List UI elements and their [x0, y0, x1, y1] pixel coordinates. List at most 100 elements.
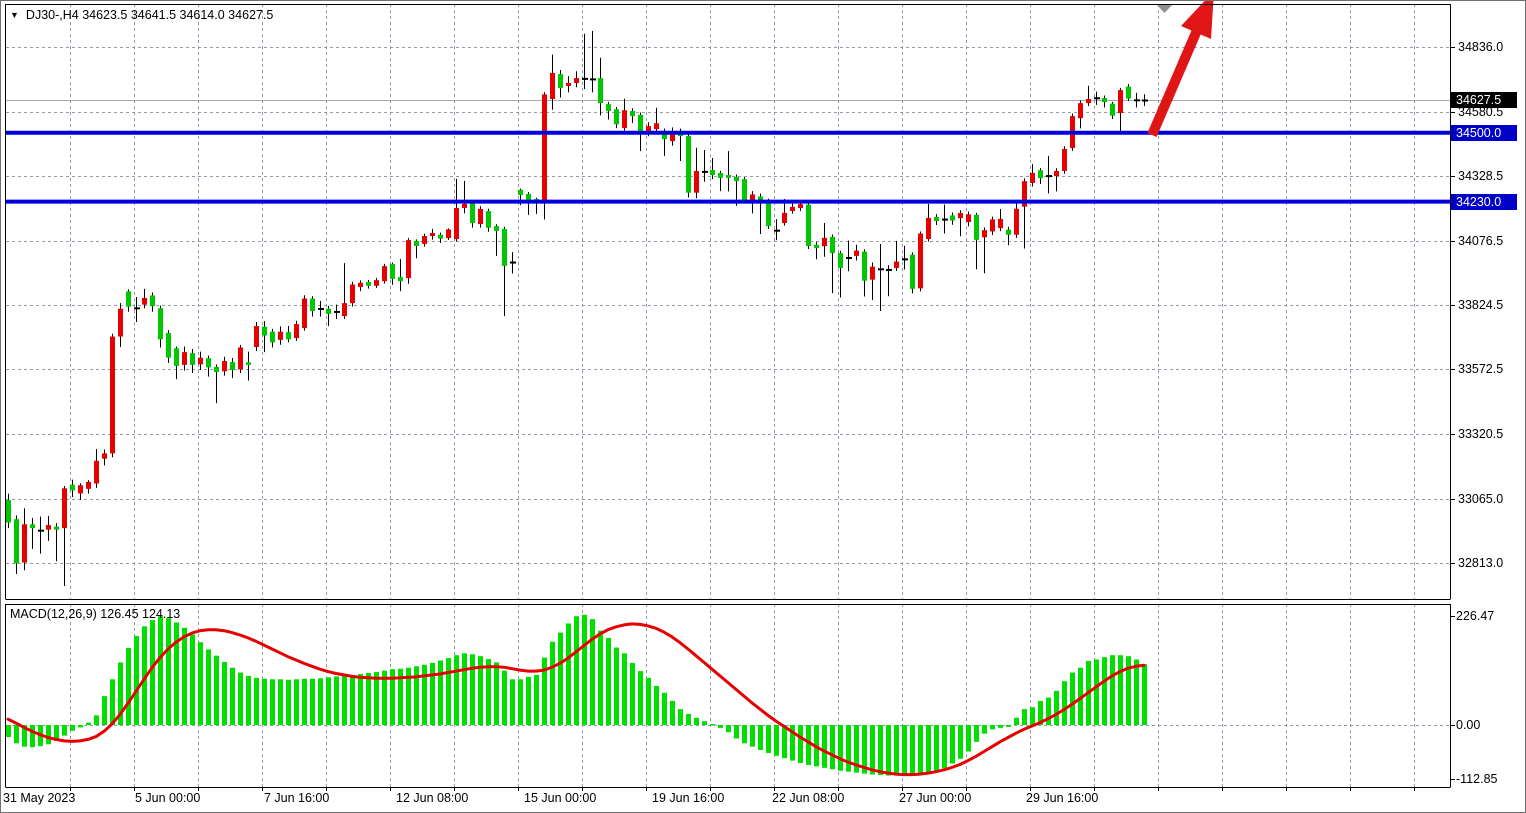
candle-bear — [310, 298, 315, 312]
candle-bear — [1110, 103, 1115, 116]
macd-histogram-bar — [710, 724, 715, 726]
candle-bear — [246, 362, 251, 365]
macd-histogram-bar — [118, 662, 123, 725]
candle-bear — [910, 254, 915, 289]
time-axis-label: 29 Jun 16:00 — [1026, 791, 1099, 805]
macd-histogram-bar — [62, 725, 67, 736]
macd-histogram-bar — [694, 717, 699, 725]
macd-histogram-bar — [934, 725, 939, 771]
macd-histogram-bar — [806, 725, 811, 765]
candle-bull — [798, 204, 803, 208]
macd-histogram-bar — [446, 658, 451, 725]
macd-histogram-bar — [1126, 656, 1131, 725]
candle-bear — [718, 173, 723, 178]
macd-histogram-bar — [286, 679, 291, 725]
candle-bear — [758, 196, 763, 201]
macd-histogram-bar — [1110, 655, 1115, 725]
macd-histogram-bar — [518, 679, 523, 725]
candle-bear — [126, 291, 131, 307]
candle-doji — [334, 310, 340, 313]
candle-bull — [78, 485, 83, 494]
candle-bull — [446, 229, 451, 239]
candle-bear — [1102, 98, 1107, 103]
candle-doji — [590, 78, 596, 81]
candle-doji — [774, 229, 780, 232]
macd-histogram-bar — [862, 725, 867, 774]
candle-bull — [454, 207, 459, 240]
candle-bull — [342, 303, 347, 317]
macd-histogram-bar — [726, 725, 731, 733]
macd-axis-label: 0.00 — [1456, 718, 1481, 732]
macd-histogram-bar — [1030, 707, 1035, 725]
candle-bull — [118, 308, 123, 337]
macd-histogram-bar — [294, 679, 299, 725]
macd-histogram-bar — [86, 722, 91, 725]
candle-bear — [862, 251, 867, 281]
hline-price-tag: 34500.0 — [1451, 125, 1517, 141]
macd-histogram-bar — [126, 647, 131, 725]
macd-histogram-bar — [1102, 657, 1107, 725]
macd-histogram-bar — [246, 675, 251, 725]
candle-bull — [302, 298, 307, 329]
macd-histogram-bar — [918, 725, 923, 774]
candle-bear — [630, 111, 635, 117]
candle-bear — [638, 114, 643, 132]
macd-histogram-bar — [718, 725, 723, 728]
candle-bear — [686, 136, 691, 193]
current-price-tag: 34627.5 — [1451, 92, 1517, 108]
macd-histogram-bar — [1054, 690, 1059, 725]
candle-bull — [1054, 170, 1059, 177]
candle-bear — [214, 366, 219, 372]
candle-doji — [510, 261, 516, 264]
candle-bull — [822, 237, 827, 247]
macd-histogram-bar — [1070, 672, 1075, 725]
macd-histogram-bar — [94, 715, 99, 725]
candle-bear — [470, 203, 475, 224]
macd-histogram-bar — [198, 642, 203, 725]
candle-doji — [942, 218, 948, 221]
price-axis-label: 32813.0 — [1458, 556, 1504, 570]
price-axis-label: 33320.5 — [1458, 427, 1504, 441]
candle-doji — [1142, 99, 1148, 102]
macd-histogram-bar — [134, 635, 139, 725]
time-axis-label: 22 Jun 08:00 — [772, 791, 845, 805]
candle-doji — [846, 256, 852, 259]
time-axis-label: 15 Jun 00:00 — [524, 791, 597, 805]
macd-histogram-bar — [502, 670, 507, 725]
candle-bull — [294, 324, 299, 339]
candle-bull — [62, 488, 67, 529]
candle-bull — [142, 298, 147, 305]
macd-histogram-bar — [406, 667, 411, 725]
macd-histogram-bar — [1022, 709, 1027, 725]
macd-histogram-bar — [774, 725, 779, 756]
macd-histogram-bar — [566, 623, 571, 725]
candle-bull — [782, 212, 787, 224]
symbol-ohlc-header[interactable]: ▼ DJ30-,H4 34623.5 34641.5 34614.0 34627… — [10, 8, 273, 22]
macd-histogram-bar — [278, 679, 283, 725]
candle-bull — [966, 214, 971, 222]
candle-bear — [494, 226, 499, 231]
candle-bull — [958, 213, 963, 219]
candle-bull — [1062, 149, 1067, 171]
candle-bear — [502, 228, 507, 266]
macd-histogram-bar — [390, 669, 395, 725]
macd-histogram-bar — [510, 679, 515, 725]
macd-histogram-bar — [342, 675, 347, 725]
candle-bear — [286, 332, 291, 340]
candle-bear — [230, 362, 235, 370]
candle-bear — [974, 214, 979, 240]
candle-bull — [694, 170, 699, 193]
macd-histogram-bar — [686, 713, 691, 725]
candle-bull — [622, 110, 627, 129]
candle-bear — [710, 169, 715, 176]
macd-axis-label: -112.85 — [1456, 772, 1498, 786]
candle-bear — [438, 234, 443, 239]
macd-histogram-bar — [414, 666, 419, 725]
macd-histogram-bar — [358, 673, 363, 725]
candle-bull — [198, 357, 203, 365]
candle-bull — [926, 217, 931, 240]
symbol-dropdown-icon[interactable]: ▼ — [10, 10, 19, 20]
candle-bull — [86, 481, 91, 489]
candle-bull — [22, 524, 27, 563]
